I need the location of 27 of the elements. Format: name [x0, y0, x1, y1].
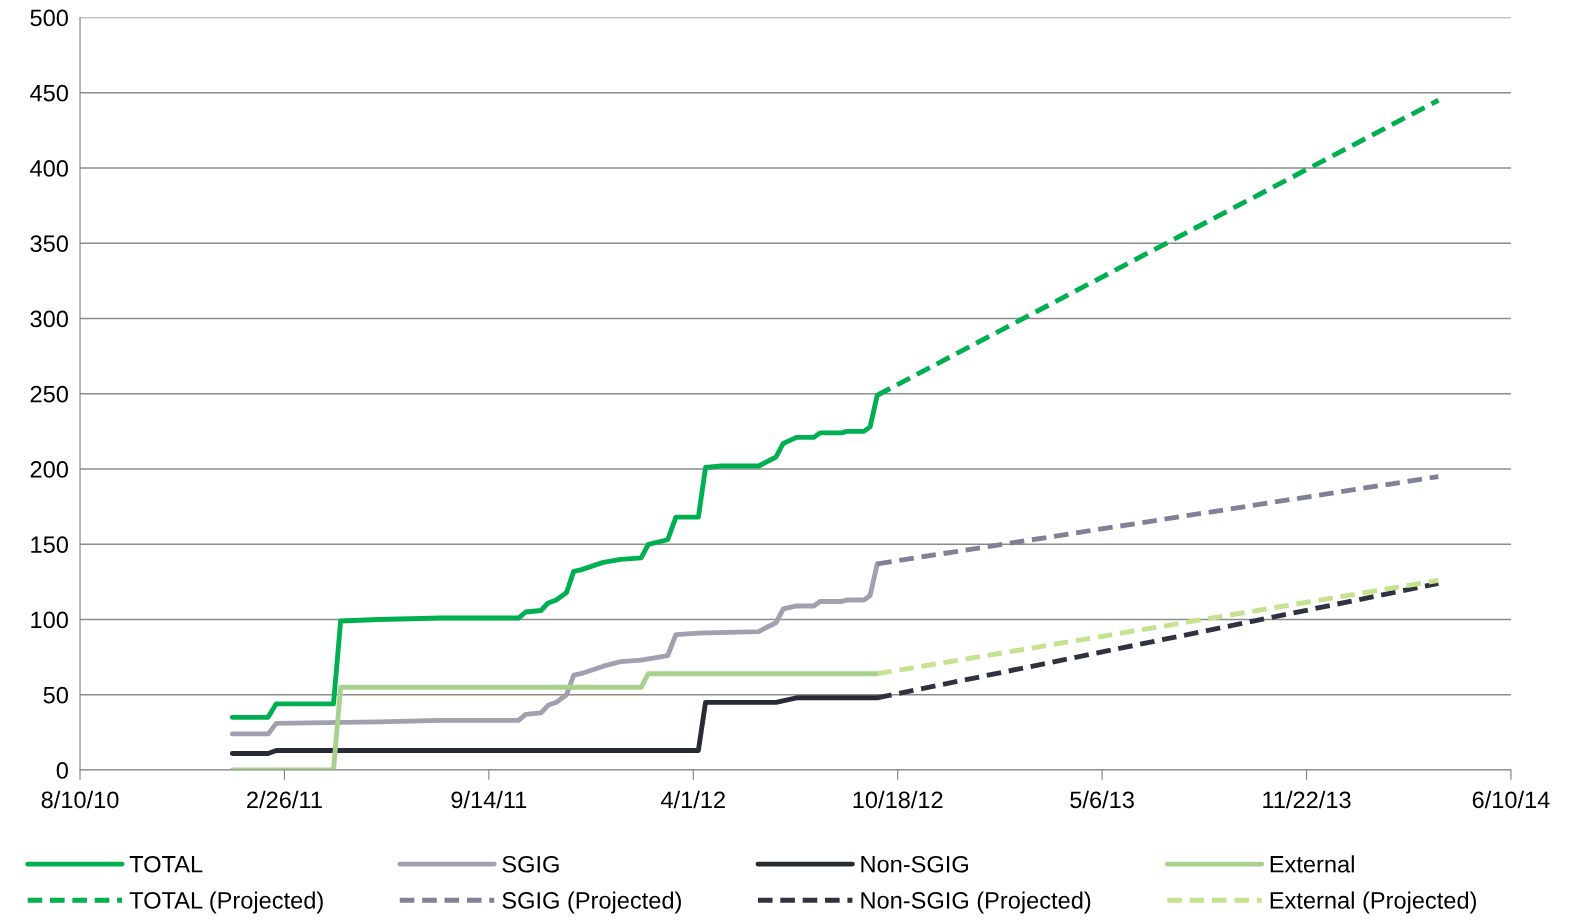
x-tick-label: 9/14/11	[451, 790, 527, 809]
legend-label: Non-SGIG	[861, 855, 968, 873]
x-tick-label: 4/1/12	[661, 790, 725, 809]
y-tick-label: 250	[30, 385, 68, 403]
x-tick-label: 11/22/13	[1263, 790, 1351, 809]
x-tick-label: 10/18/12	[853, 790, 943, 809]
x-tick-label: 8/10/10	[41, 790, 119, 809]
y-tick-label: 500	[30, 9, 68, 27]
x-tick-label: 6/10/14	[1472, 790, 1550, 809]
y-tick-label: 100	[31, 611, 68, 629]
y-tick-label: 200	[30, 461, 68, 478]
x-tick-label: 5/6/13	[1070, 790, 1134, 809]
y-tick-label: 450	[30, 84, 68, 102]
y-tick-label: 50	[43, 686, 68, 704]
y-tick-label: 400	[30, 160, 68, 177]
y-tick-label: 350	[30, 235, 68, 253]
legend-label: SGIG (Projected)	[502, 891, 681, 914]
legend-label: SGIG	[502, 855, 559, 873]
legend-label: External (Projected)	[1270, 891, 1476, 914]
x-tick-label: 2/26/11	[247, 790, 322, 809]
legend-label: TOTAL (Projected)	[129, 891, 323, 914]
y-tick-label: 150	[31, 536, 68, 554]
y-tick-label: 300	[30, 310, 68, 328]
legend-label: TOTAL	[129, 855, 203, 873]
legend-label: External	[1270, 855, 1354, 873]
y-tick-label: 0	[56, 762, 68, 779]
legend-label: Non-SGIG (Projected)	[861, 891, 1091, 914]
